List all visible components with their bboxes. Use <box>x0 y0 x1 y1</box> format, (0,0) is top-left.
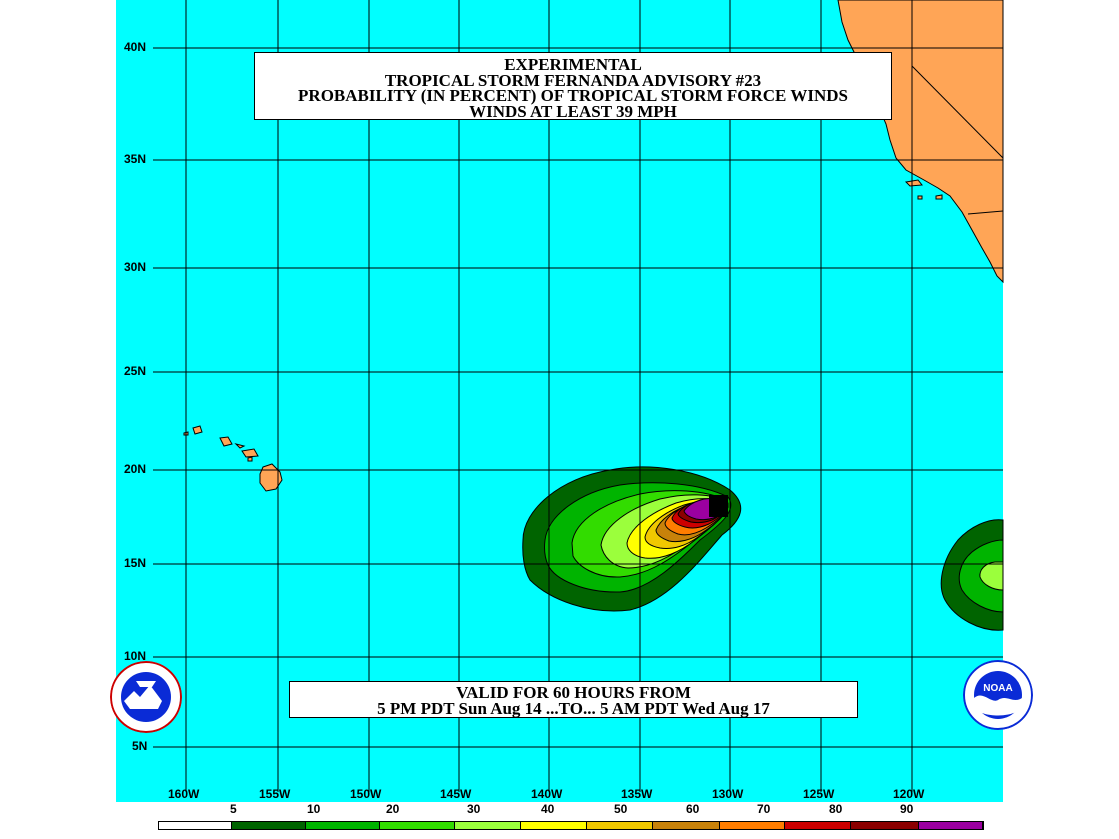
lat-label-15n: 15N <box>124 556 147 570</box>
valid-line-1: VALID FOR 60 HOURS FROM <box>456 683 691 702</box>
legend-label-30: 30 <box>467 802 481 816</box>
legend-label-20: 20 <box>386 802 400 816</box>
noaa-logo-text: NOAA <box>983 683 1012 694</box>
valid-line-2: 5 PM PDT Sun Aug 14 ...TO... 5 AM PDT We… <box>377 699 770 718</box>
lat-label-35n: 35N <box>124 152 147 166</box>
lon-label-160w: 160W <box>168 787 200 801</box>
hawaiian-islands <box>183 425 283 492</box>
lat-label-10n: 10N <box>124 649 147 663</box>
legend-label-70: 70 <box>757 802 771 816</box>
lat-label-25n: 25N <box>124 364 147 378</box>
noaa-logo-icon: NOAA <box>963 660 1033 730</box>
legend-swatch <box>521 822 587 829</box>
legend-label-90: 90 <box>900 802 914 816</box>
legend-swatch <box>918 822 983 829</box>
legend-label-40: 40 <box>541 802 555 816</box>
valid-time-box: VALID FOR 60 HOURS FROM 5 PM PDT Sun Aug… <box>289 681 858 718</box>
legend-label-50: 50 <box>614 802 628 816</box>
legend-swatch <box>785 822 852 829</box>
lat-label-5n: 5N <box>132 739 148 753</box>
lon-label-145w: 145W <box>440 787 472 801</box>
legend-swatch <box>652 822 720 829</box>
title-line-3: PROBABILITY (IN PERCENT) OF TROPICAL STO… <box>298 86 848 105</box>
eastern-system-contours <box>940 519 1004 631</box>
legend-label-10: 10 <box>307 802 321 816</box>
legend-label-80: 80 <box>829 802 843 816</box>
nws-logo-icon <box>110 661 182 733</box>
legend-swatch <box>306 822 380 829</box>
lat-label-30n: 30N <box>124 260 147 274</box>
title-box: EXPERIMENTAL TROPICAL STORM FERNANDA ADV… <box>254 52 892 120</box>
title-line-2: TROPICAL STORM FERNANDA ADVISORY #23 <box>384 70 762 90</box>
lon-label-140w: 140W <box>531 787 563 801</box>
lon-label-155w: 155W <box>259 787 291 801</box>
legend-swatch <box>851 822 919 829</box>
lat-lon-grid <box>153 0 1003 792</box>
legend-swatch <box>455 822 522 829</box>
legend-color-bar <box>158 821 984 830</box>
legend-label-60: 60 <box>686 802 700 816</box>
lon-label-150w: 150W <box>350 787 382 801</box>
lon-label-135w: 135W <box>621 787 653 801</box>
legend-swatch <box>586 822 653 829</box>
legend-swatch <box>719 822 786 829</box>
ocean-area <box>116 0 1003 802</box>
lat-label-20n: 20N <box>124 462 147 476</box>
title-line-1: EXPERIMENTAL <box>504 55 642 74</box>
title-line-4: WINDS AT LEAST 39 MPH <box>469 101 677 121</box>
fernanda-probability-contours <box>522 466 742 612</box>
lon-label-130w: 130W <box>712 787 744 801</box>
legend-swatch <box>231 822 307 829</box>
legend-swatch <box>159 822 232 829</box>
lat-label-40n: 40N <box>124 40 147 54</box>
legend-swatch <box>379 822 456 829</box>
legend-label-5: 5 <box>230 802 237 816</box>
lon-label-125w: 125W <box>803 787 835 801</box>
lon-label-120w: 120W <box>893 787 925 801</box>
